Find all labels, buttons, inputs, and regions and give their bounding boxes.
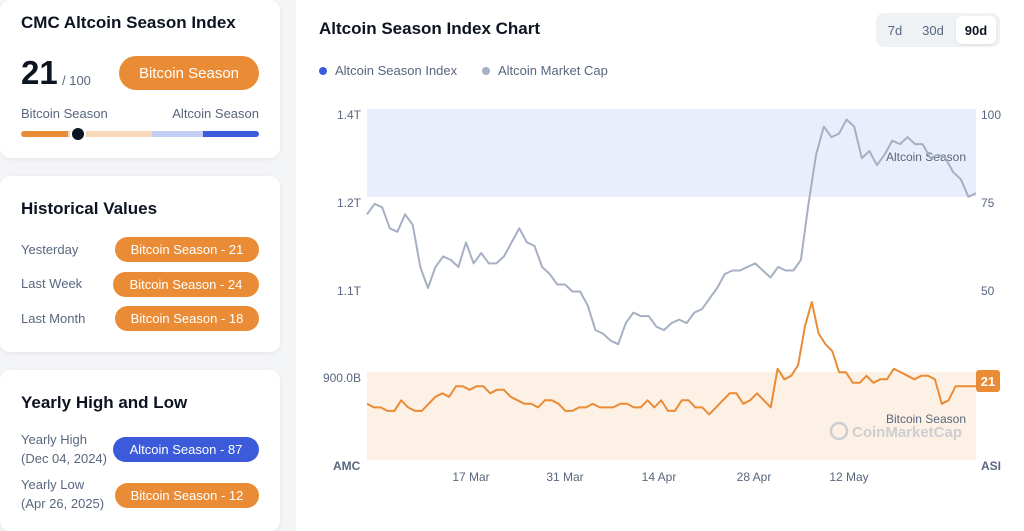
historical-badge-yesterday: Bitcoin Season - 21 [115, 237, 259, 262]
historical-label-last-month: Last Month [21, 311, 86, 326]
historical-label-last-week: Last Week [21, 276, 83, 291]
index-value: 21 [21, 54, 58, 91]
legend-dot-blue-icon [319, 66, 327, 75]
scale-right-label: Altcoin Season [172, 106, 259, 121]
yearly-high-low-card: Yearly High and Low Yearly High (Dec 04,… [0, 370, 280, 531]
legend-dot-gray-icon [482, 66, 490, 75]
yearly-low-label: Yearly Low [21, 477, 85, 492]
season-scale-bar [21, 131, 259, 137]
historical-label-yesterday: Yesterday [21, 242, 79, 257]
historical-badge-last-month: Bitcoin Season - 18 [115, 306, 259, 331]
yearly-high-date: (Dec 04, 2024) [21, 451, 107, 466]
chart-card [296, 0, 1024, 531]
altcoin-index-card: CMC Altcoin Season Index 21 / 100 Bitcoi… [0, 0, 280, 158]
index-card-title: CMC Altcoin Season Index [21, 13, 236, 32]
index-status-badge: Bitcoin Season [119, 56, 259, 90]
historical-values-card: Historical Values Yesterday Bitcoin Seas… [0, 176, 280, 352]
chart-title: Altcoin Season Index Chart [319, 19, 541, 38]
yearly-low-badge: Bitcoin Season - 12 [115, 483, 259, 508]
yearly-high-label: Yearly High [21, 432, 88, 447]
legend-market-cap[interactable]: Altcoin Market Cap [482, 63, 608, 78]
scale-indicator [69, 126, 86, 142]
range-button-90d[interactable]: 90d [956, 16, 996, 44]
scale-segment-bitcoin [21, 131, 68, 137]
legend-label-market-cap: Altcoin Market Cap [498, 63, 608, 78]
historical-title: Historical Values [21, 199, 158, 218]
range-button-30d[interactable]: 30d [922, 22, 944, 38]
historical-badge-last-week: Bitcoin Season - 24 [113, 272, 259, 297]
yearly-high-badge: Altcoin Season - 87 [113, 437, 259, 462]
legend-index[interactable]: Altcoin Season Index [319, 63, 457, 78]
yearly-title: Yearly High and Low [21, 393, 188, 412]
scale-segment-bitcoin-light [67, 131, 152, 137]
yearly-low-date: (Apr 26, 2025) [21, 496, 105, 511]
scale-segment-altcoin [203, 131, 259, 137]
index-max: / 100 [62, 73, 91, 88]
time-range-selector: 7d 30d 90d [876, 13, 1000, 47]
range-button-7d[interactable]: 7d [887, 22, 903, 38]
scale-left-label: Bitcoin Season [21, 106, 108, 121]
legend-label-index: Altcoin Season Index [335, 63, 458, 78]
scale-segment-altcoin-light [151, 131, 203, 137]
